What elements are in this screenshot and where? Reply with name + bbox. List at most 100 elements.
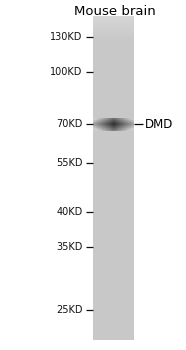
Bar (93, 130, 94, 131)
Bar (93, 35, 134, 36)
Bar (93, 103, 134, 104)
Bar (110, 120, 111, 121)
Bar (103, 129, 104, 130)
Bar (116, 123, 117, 124)
Bar (119, 124, 120, 125)
Bar (119, 119, 120, 120)
Bar (93, 139, 134, 140)
Bar (93, 271, 134, 272)
Bar (104, 130, 105, 131)
Bar (93, 30, 134, 31)
Bar (105, 119, 106, 120)
Bar (103, 125, 104, 126)
Bar (93, 41, 134, 42)
Bar (128, 118, 129, 119)
Bar (117, 128, 118, 129)
Bar (99, 130, 100, 131)
Bar (119, 123, 120, 124)
Bar (101, 124, 102, 125)
Bar (128, 130, 129, 131)
Bar (104, 119, 105, 120)
Bar (104, 127, 105, 128)
Bar (93, 118, 134, 119)
Bar (93, 160, 134, 161)
Bar (109, 120, 110, 121)
Bar (97, 122, 98, 123)
Bar (93, 70, 134, 71)
Bar (93, 86, 134, 87)
Bar (93, 85, 134, 86)
Bar (95, 128, 96, 129)
Bar (96, 128, 97, 129)
Bar (113, 123, 114, 124)
Bar (93, 329, 134, 330)
Bar (120, 122, 121, 123)
Bar (107, 125, 108, 126)
Bar (93, 66, 134, 68)
Bar (93, 291, 134, 292)
Bar (104, 128, 105, 129)
Bar (93, 199, 134, 200)
Bar (130, 119, 131, 120)
Bar (117, 127, 118, 128)
Bar (116, 119, 117, 120)
Bar (120, 123, 121, 124)
Bar (120, 125, 121, 126)
Bar (113, 121, 114, 122)
Bar (129, 125, 130, 126)
Bar (118, 122, 119, 123)
Bar (133, 121, 134, 122)
Bar (93, 154, 134, 155)
Bar (125, 123, 126, 124)
Bar (93, 82, 134, 83)
Bar (95, 129, 96, 130)
Bar (97, 130, 98, 131)
Bar (96, 119, 97, 120)
Bar (93, 313, 134, 314)
Bar (93, 40, 134, 41)
Bar (109, 130, 110, 131)
Bar (93, 333, 134, 334)
Bar (98, 125, 99, 126)
Bar (93, 194, 134, 195)
Bar (93, 175, 134, 176)
Bar (93, 304, 134, 305)
Bar (93, 292, 134, 293)
Bar (93, 251, 134, 252)
Bar (93, 257, 134, 258)
Bar (93, 104, 134, 105)
Bar (132, 127, 133, 128)
Bar (93, 169, 134, 170)
Bar (108, 129, 109, 130)
Bar (127, 124, 128, 125)
Bar (93, 76, 134, 77)
Bar (93, 143, 134, 144)
Bar (102, 124, 103, 125)
Bar (96, 130, 97, 131)
Bar (94, 119, 95, 120)
Bar (130, 128, 131, 129)
Bar (111, 124, 112, 125)
Bar (107, 120, 108, 121)
Bar (125, 119, 126, 120)
Bar (93, 149, 134, 150)
Bar (93, 246, 134, 247)
Bar (107, 127, 108, 128)
Bar (93, 126, 134, 127)
Bar (101, 119, 102, 120)
Bar (93, 201, 134, 202)
Bar (93, 290, 134, 291)
Bar (93, 268, 134, 270)
Bar (95, 130, 96, 131)
Bar (133, 128, 134, 129)
Bar (105, 120, 106, 121)
Bar (93, 27, 134, 28)
Bar (100, 126, 101, 127)
Bar (93, 308, 134, 309)
Bar (93, 189, 134, 190)
Bar (131, 124, 132, 125)
Bar (106, 123, 107, 124)
Bar (105, 124, 106, 125)
Bar (112, 125, 113, 126)
Bar (109, 128, 110, 129)
